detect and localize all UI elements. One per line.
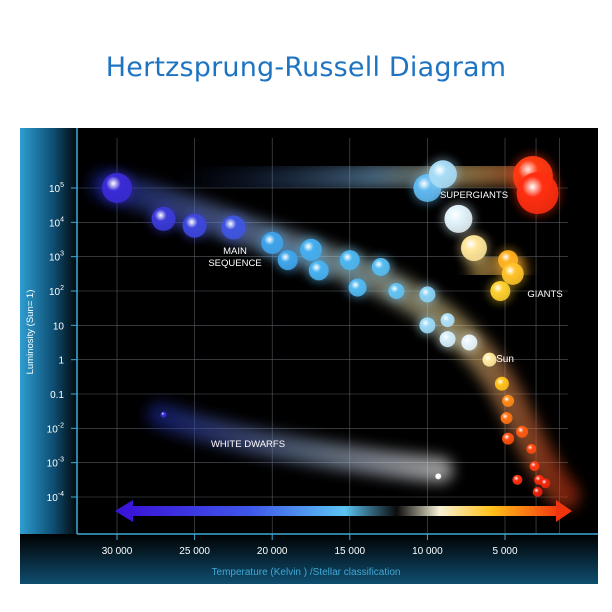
main-sequence-label-line1: MAIN <box>223 246 247 257</box>
y-axis-label: Luminosity (Sun= 1) <box>25 290 36 375</box>
main-sequence-star <box>419 317 436 334</box>
main-sequence-star <box>182 213 207 238</box>
x-tick-label: 25 000 <box>179 546 210 557</box>
main-sequence-star <box>502 432 515 445</box>
main-sequence-star <box>348 278 367 297</box>
x-tick-label: 10 000 <box>412 546 443 557</box>
main-sequence-star <box>221 215 246 240</box>
main-sequence-star <box>308 260 329 281</box>
supergiants-star <box>516 172 559 215</box>
stars <box>99 152 562 497</box>
y-axis-panel <box>20 128 80 584</box>
temperature-arrow <box>115 500 572 522</box>
main-sequence-star <box>502 394 515 407</box>
main-sequence-star <box>439 331 456 348</box>
main-sequence-star <box>532 486 543 497</box>
sun-label: Sun <box>496 354 514 365</box>
main-sequence-star <box>371 257 390 276</box>
main-sequence-star <box>494 376 509 391</box>
y-tick-label: 1 <box>58 356 64 367</box>
main-sequence-star <box>461 334 478 351</box>
white-dwarfs-star <box>435 473 442 480</box>
main-sequence-label-line2: SEQUENCE <box>208 258 261 269</box>
white-dwarfs-label: WHITE DWARFS <box>211 439 285 450</box>
main-sequence-star <box>277 250 298 271</box>
main-sequence-star <box>102 173 132 203</box>
x-tick-label: 15 000 <box>335 546 366 557</box>
x-tick-label: 20 000 <box>257 546 288 557</box>
main-sequence-star <box>388 283 405 299</box>
supergiants-star <box>428 160 457 189</box>
main-sequence-star <box>339 250 360 271</box>
y-tick-label: 10 <box>53 321 65 332</box>
main-sequence-star <box>526 443 537 454</box>
main-sequence-star <box>482 352 497 367</box>
supergiants-label: SUPERGIANTS <box>440 190 508 201</box>
white-dwarfs-glow <box>147 402 453 483</box>
x-tick-label: 5 000 <box>492 546 517 557</box>
y-tick-label: 0.1 <box>50 390 64 401</box>
main-sequence-star <box>261 231 284 254</box>
x-tick-label: 30 000 <box>102 546 133 557</box>
x-axis-ticks: 30 000 25 000 20 000 15 000 10 000 5 000 <box>102 534 518 557</box>
main-sequence-star <box>300 238 322 261</box>
main-sequence-star <box>419 286 436 303</box>
x-axis-panel <box>20 534 598 584</box>
supergiants-star <box>444 204 473 233</box>
giants-star <box>490 281 511 301</box>
main-sequence-star <box>440 313 455 328</box>
x-axis-label: Temperature (Kelvin ) /Stellar classific… <box>212 567 401 578</box>
giants-star <box>501 262 524 285</box>
main-sequence-star <box>500 412 513 425</box>
supergiants-star <box>460 235 487 262</box>
white-dwarfs-star <box>160 411 167 418</box>
main-sequence-star <box>516 425 529 438</box>
main-sequence-star <box>529 461 540 472</box>
giants-label: GIANTS <box>527 289 562 300</box>
main-sequence-star <box>540 478 551 489</box>
supergiants-glow <box>174 159 541 195</box>
main-sequence-star <box>151 206 176 231</box>
page-title: Hertzsprung-Russell Diagram <box>105 52 507 83</box>
main-sequence-star <box>512 474 523 485</box>
